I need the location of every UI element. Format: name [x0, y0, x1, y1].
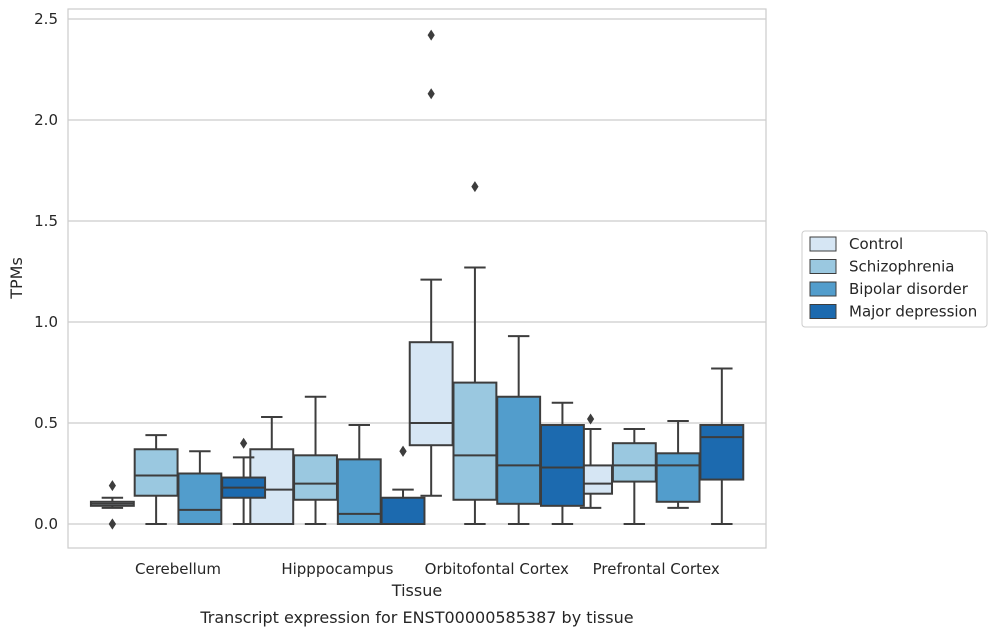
- y-tick-label: 0.5: [34, 414, 58, 432]
- outlier-point: [108, 518, 116, 530]
- box: [408, 29, 454, 497]
- outlier-point: [399, 445, 407, 457]
- legend-label: Control: [849, 235, 903, 253]
- box-iqr: [133, 448, 179, 497]
- box-groups: [89, 29, 745, 530]
- y-grid: [68, 18, 766, 525]
- x-axis-label: Tissue: [391, 581, 442, 600]
- outlier-point: [586, 413, 595, 425]
- outlier-point: [427, 88, 435, 100]
- y-tick-label: 2.5: [34, 10, 58, 28]
- box: [655, 419, 701, 509]
- outlier-point: [108, 480, 116, 492]
- box: [539, 401, 585, 525]
- x-tick-label: Orbitofontal Cortex: [425, 560, 569, 578]
- x-tick-label: Prefrontal Cortex: [593, 560, 720, 578]
- box: [496, 335, 542, 525]
- legend-swatch: [809, 281, 837, 297]
- x-tick-label: Cerebellum: [135, 560, 221, 578]
- legend-swatch: [809, 259, 837, 274]
- y-tick-label: 0.0: [34, 515, 58, 533]
- box-iqr: [293, 454, 338, 501]
- box: [336, 424, 382, 525]
- box: [249, 415, 295, 526]
- y-tick-label: 2.0: [34, 111, 58, 129]
- box: [177, 450, 223, 525]
- box-iqr: [408, 341, 454, 447]
- legend-frame: [801, 230, 988, 328]
- legend-swatch: [809, 304, 837, 319]
- y-tick-labels: 0.0 0.5 1.0 1.5 2.0 2.5: [34, 10, 58, 533]
- box: [293, 395, 338, 525]
- plot-frame: [67, 8, 767, 549]
- legend: Control Schizophrenia Bipolar disorder Majo…: [801, 230, 988, 328]
- x-tick-labels: Cerebellum Hipppocampus Orbitofontal Corte…: [135, 560, 720, 578]
- box-iqr: [611, 442, 657, 483]
- box-iqr: [452, 381, 498, 501]
- box-iqr: [496, 395, 542, 505]
- box: [452, 181, 498, 525]
- box: [611, 428, 657, 525]
- box: [221, 437, 267, 525]
- chart-caption: Transcript expression for ENST0000058538…: [199, 608, 633, 627]
- y-tick-label: 1.5: [34, 212, 58, 230]
- box-iqr: [655, 452, 701, 503]
- box-iqr: [539, 424, 585, 507]
- box: [133, 434, 179, 525]
- outlier-point: [240, 437, 248, 449]
- box: [699, 367, 745, 525]
- legend-label: Major depression: [849, 303, 977, 321]
- box-iqr: [699, 424, 745, 481]
- x-tick-label: Hipppocampus: [281, 560, 393, 578]
- legend-label: Schizophrenia: [849, 258, 954, 276]
- box: [380, 445, 426, 525]
- y-axis-label: TPMs: [7, 257, 26, 300]
- y-tick-label: 1.0: [34, 313, 58, 331]
- outlier-point: [471, 181, 479, 193]
- outlier-point: [427, 29, 435, 41]
- legend-swatch: [809, 236, 837, 252]
- box-iqr: [177, 472, 223, 525]
- box-iqr: [380, 496, 426, 525]
- legend-label: Bipolar disorder: [849, 280, 969, 298]
- box: [89, 480, 135, 530]
